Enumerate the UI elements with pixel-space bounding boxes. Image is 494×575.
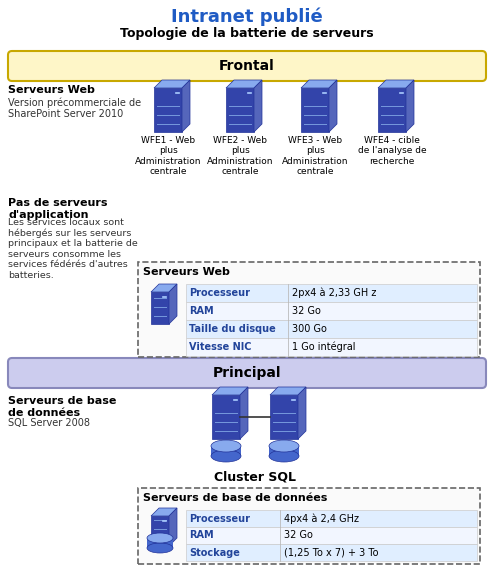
Polygon shape — [182, 80, 190, 132]
Text: Frontal: Frontal — [219, 59, 275, 73]
Text: Processeur: Processeur — [189, 288, 250, 298]
Polygon shape — [147, 538, 173, 548]
Text: 4px4 à 2,4 GHz: 4px4 à 2,4 GHz — [284, 513, 359, 524]
Text: Processeur: Processeur — [189, 513, 250, 523]
Polygon shape — [301, 80, 337, 88]
Polygon shape — [226, 80, 262, 88]
Polygon shape — [240, 387, 248, 439]
Ellipse shape — [147, 533, 173, 543]
Ellipse shape — [269, 440, 299, 452]
Text: Les services locaux sont
hébergés sur les serveurs
principaux et la batterie de
: Les services locaux sont hébergés sur le… — [8, 218, 138, 279]
Text: Principal: Principal — [213, 366, 281, 380]
Polygon shape — [211, 446, 241, 456]
Text: Cluster SQL: Cluster SQL — [214, 470, 296, 483]
Polygon shape — [298, 387, 306, 439]
Ellipse shape — [211, 450, 241, 462]
Text: 32 Go: 32 Go — [292, 306, 321, 316]
Polygon shape — [212, 387, 248, 395]
Polygon shape — [254, 80, 262, 132]
Text: RAM: RAM — [189, 306, 213, 316]
Polygon shape — [186, 284, 477, 302]
Text: Stockage: Stockage — [189, 547, 240, 558]
Text: Version précommerciale de
SharePoint Server 2010: Version précommerciale de SharePoint Ser… — [8, 97, 141, 119]
Ellipse shape — [147, 543, 173, 553]
Text: 2px4 à 2,33 GH z: 2px4 à 2,33 GH z — [292, 288, 376, 298]
Polygon shape — [169, 508, 177, 546]
Text: Vitesse NIC: Vitesse NIC — [189, 342, 251, 352]
FancyBboxPatch shape — [138, 262, 480, 357]
Text: Serveurs Web: Serveurs Web — [143, 267, 230, 277]
Text: 300 Go: 300 Go — [292, 324, 327, 334]
FancyBboxPatch shape — [8, 358, 486, 388]
Text: Intranet publié: Intranet publié — [171, 8, 323, 26]
Text: Taille du disque: Taille du disque — [189, 324, 276, 334]
Polygon shape — [186, 527, 477, 544]
Text: Serveurs Web: Serveurs Web — [8, 85, 95, 95]
Polygon shape — [378, 80, 414, 88]
FancyBboxPatch shape — [270, 395, 298, 439]
Polygon shape — [270, 387, 306, 395]
FancyBboxPatch shape — [226, 88, 254, 132]
Polygon shape — [329, 80, 337, 132]
Text: Serveurs de base de données: Serveurs de base de données — [143, 493, 328, 503]
Polygon shape — [151, 284, 177, 292]
Text: (1,25 To x 7) + 3 To: (1,25 To x 7) + 3 To — [284, 547, 378, 558]
Text: Serveurs de base
de données: Serveurs de base de données — [8, 396, 117, 417]
Polygon shape — [154, 80, 190, 88]
Polygon shape — [186, 338, 477, 356]
FancyBboxPatch shape — [301, 88, 329, 132]
Polygon shape — [186, 544, 477, 561]
Polygon shape — [269, 446, 299, 456]
FancyBboxPatch shape — [8, 51, 486, 81]
Ellipse shape — [269, 450, 299, 462]
FancyBboxPatch shape — [154, 88, 182, 132]
Polygon shape — [151, 508, 177, 516]
Text: Pas de serveurs
d'application: Pas de serveurs d'application — [8, 198, 108, 220]
Polygon shape — [406, 80, 414, 132]
Text: WFE2 - Web
plus
Administration
centrale: WFE2 - Web plus Administration centrale — [207, 136, 273, 176]
FancyBboxPatch shape — [138, 488, 480, 564]
Polygon shape — [186, 510, 477, 527]
Text: WFE4 - cible
de l'analyse de
recherche: WFE4 - cible de l'analyse de recherche — [358, 136, 426, 166]
FancyBboxPatch shape — [151, 292, 169, 324]
FancyBboxPatch shape — [212, 395, 240, 439]
Text: WFE1 - Web
plus
Administration
centrale: WFE1 - Web plus Administration centrale — [135, 136, 201, 176]
Ellipse shape — [211, 440, 241, 452]
FancyBboxPatch shape — [378, 88, 406, 132]
Text: 1 Go intégral: 1 Go intégral — [292, 342, 356, 352]
FancyBboxPatch shape — [151, 516, 169, 546]
Polygon shape — [186, 302, 477, 320]
Text: 32 Go: 32 Go — [284, 531, 313, 540]
Text: Topologie de la batterie de serveurs: Topologie de la batterie de serveurs — [120, 27, 374, 40]
Text: SQL Server 2008: SQL Server 2008 — [8, 418, 90, 428]
Text: WFE3 - Web
plus
Administration
centrale: WFE3 - Web plus Administration centrale — [282, 136, 348, 176]
Text: RAM: RAM — [189, 531, 213, 540]
Polygon shape — [169, 284, 177, 324]
Polygon shape — [186, 320, 477, 338]
